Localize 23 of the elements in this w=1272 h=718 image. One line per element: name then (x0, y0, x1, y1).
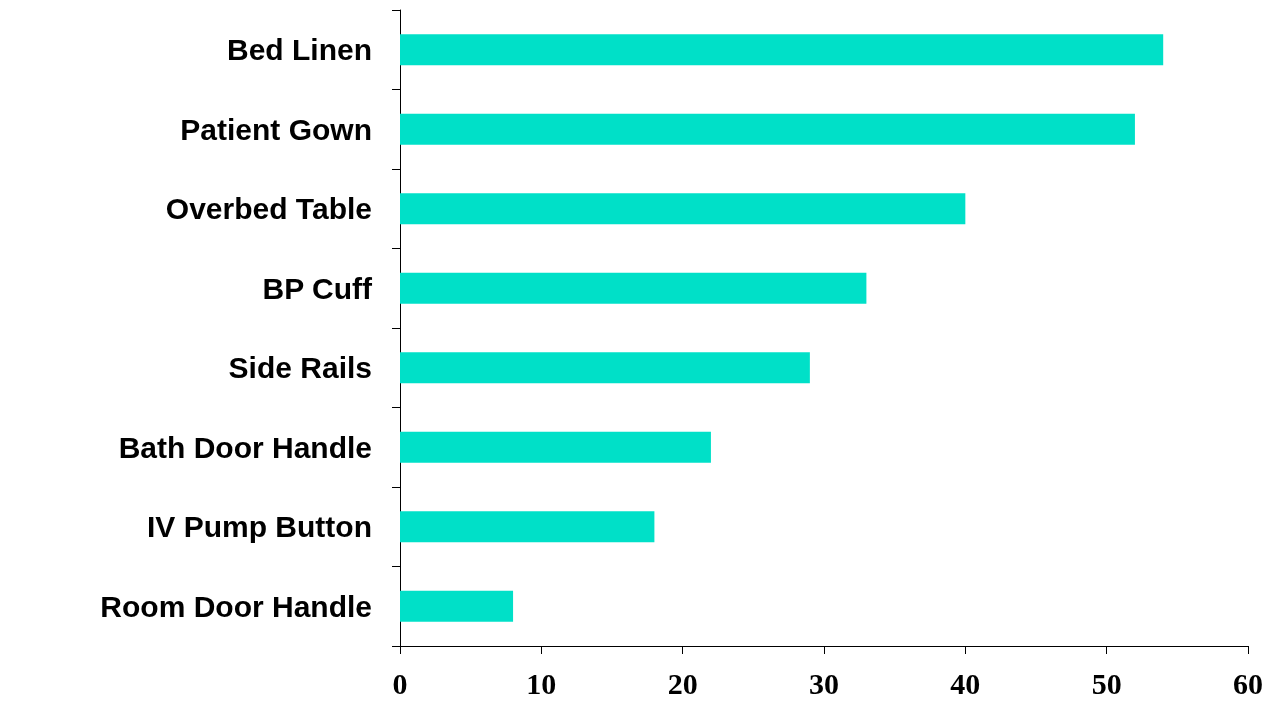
y-tick-label: Patient Gown (180, 112, 372, 146)
x-tick-label: 60 (1233, 666, 1263, 700)
bar (400, 431, 711, 463)
y-tick-label: Bed Linen (226, 33, 372, 67)
y-tick-label: Overbed Table (165, 192, 372, 226)
bar (400, 193, 966, 225)
bar (400, 34, 1164, 66)
bar (400, 113, 1135, 145)
bar (400, 352, 810, 384)
bar (400, 272, 867, 304)
y-tick-label: IV Pump Button (147, 510, 372, 544)
x-tick-label: 20 (667, 666, 698, 700)
x-tick-label: 0 (392, 666, 408, 700)
bar (400, 590, 514, 622)
x-tick-label: 40 (950, 666, 981, 700)
x-tick-label: 10 (526, 666, 557, 700)
x-tick-label: 30 (809, 666, 839, 700)
bar (400, 511, 655, 543)
y-tick-label: Room Door Handle (100, 589, 372, 623)
y-tick-label: Side Rails (228, 351, 372, 385)
y-tick-label: BP Cuff (262, 271, 373, 305)
y-tick-label: Bath Door Handle (118, 430, 372, 464)
x-tick-label: 50 (1091, 666, 1122, 700)
